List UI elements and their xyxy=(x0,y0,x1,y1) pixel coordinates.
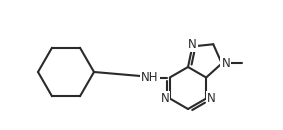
Text: N: N xyxy=(207,92,216,105)
Text: N: N xyxy=(160,92,169,105)
Text: N: N xyxy=(221,57,230,70)
Text: NH: NH xyxy=(141,71,158,84)
Text: N: N xyxy=(188,38,197,51)
